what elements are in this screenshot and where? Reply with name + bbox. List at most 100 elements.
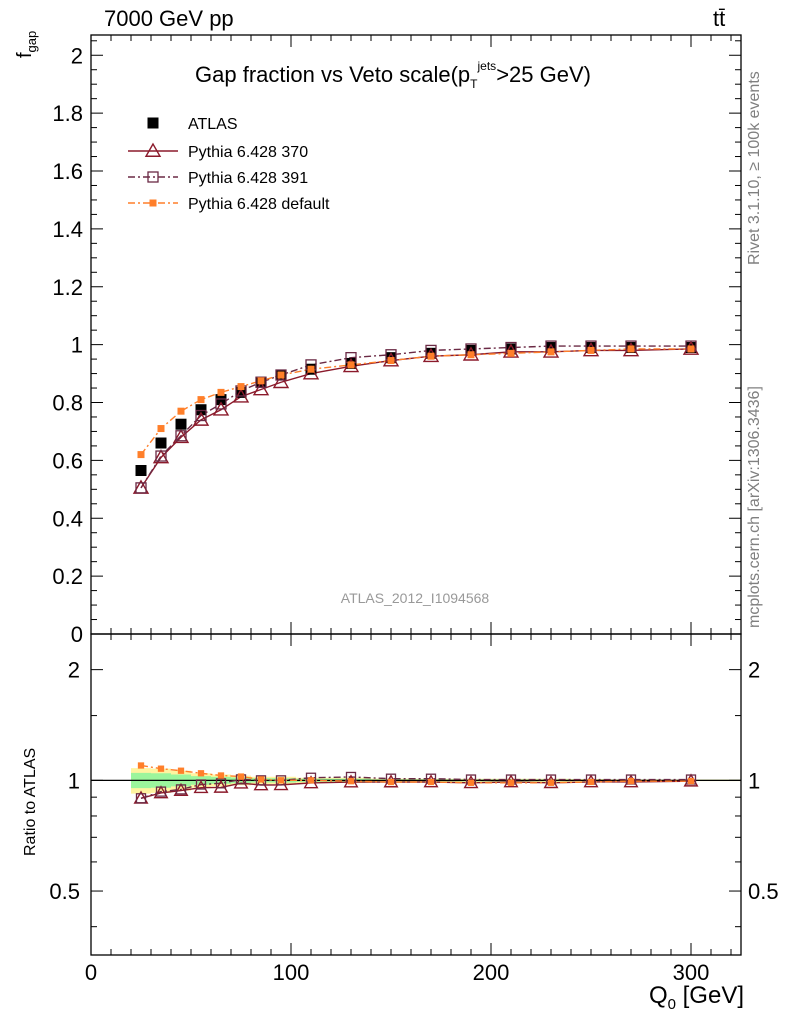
point-top-pythia-6-428-default bbox=[137, 451, 145, 459]
point-ratio-pythia-6-428-default bbox=[307, 777, 315, 784]
point-ratio-pythia-6-428-default bbox=[427, 778, 435, 786]
chart-title-superscript: jets bbox=[477, 59, 497, 73]
x-tick-label: 100 bbox=[273, 960, 310, 985]
point-ratio-pythia-6-428-370 bbox=[273, 777, 289, 791]
point-top-pythia-6-428-default bbox=[197, 396, 205, 404]
point-ratio-pythia-6-428-391 bbox=[155, 786, 167, 797]
point-ratio-pythia-6-428-391 bbox=[275, 775, 287, 786]
legend-marker-pythia-6-428-370 bbox=[144, 142, 162, 157]
point-top-pythia-6-428-default bbox=[467, 351, 475, 359]
point-ratio-pythia-6-428-default bbox=[217, 772, 225, 779]
point-top-pythia-6-428-391 bbox=[155, 450, 167, 462]
y-tick-label-bottom-right: 2 bbox=[748, 658, 760, 683]
point-top-atlas bbox=[505, 343, 517, 355]
legend: ATLAS Pythia 6.428 370 Pythia 6.428 391 Pyt… bbox=[128, 116, 330, 213]
legend-label-pythia-6-428-391: Pythia 6.428 391 bbox=[188, 170, 308, 187]
point-ratio-pythia-6-428-default bbox=[347, 778, 355, 785]
point-top-pythia-6-428-default bbox=[277, 371, 285, 379]
point-top-pythia-6-428-391 bbox=[135, 482, 147, 494]
point-top-pythia-6-428-391 bbox=[195, 409, 207, 422]
chart-title-subscript: T bbox=[470, 77, 478, 91]
y-tick-label-top: 0.4 bbox=[52, 506, 83, 531]
point-top-pythia-6-428-391 bbox=[215, 398, 227, 410]
legend-marker-atlas bbox=[147, 117, 159, 129]
point-ratio-pythia-6-428-391 bbox=[135, 793, 147, 804]
legend-label-pythia-6-428-370: Pythia 6.428 370 bbox=[188, 144, 308, 161]
point-top-pythia-6-428-default bbox=[507, 349, 515, 357]
y-tick-label-bottom: 1 bbox=[68, 768, 80, 793]
point-ratio-pythia-6-428-default bbox=[387, 778, 395, 786]
point-ratio-pythia-6-428-default bbox=[257, 776, 265, 783]
point-ratio-pythia-6-428-370 bbox=[173, 782, 189, 796]
analysis-id-label: ATLAS_2012_I1094568 bbox=[340, 590, 490, 606]
x-tick-label: 200 bbox=[473, 960, 510, 985]
chart-title-paren-open: (p bbox=[450, 62, 471, 87]
point-ratio-pythia-6-428-default bbox=[587, 778, 595, 786]
y-tick-label-top: 1.6 bbox=[52, 159, 83, 184]
point-top-pythia-6-428-default bbox=[257, 377, 265, 385]
y-tick-label-top: 0.8 bbox=[52, 391, 83, 416]
line-top-pythia-6-428-391 bbox=[140, 345, 691, 489]
point-top-pythia-6-428-391 bbox=[275, 369, 287, 381]
legend-label-atlas: ATLAS bbox=[188, 116, 238, 133]
point-top-pythia-6-428-default bbox=[687, 345, 695, 353]
x-tick-label: 300 bbox=[673, 960, 710, 985]
point-top-atlas bbox=[545, 342, 557, 354]
point-ratio-pythia-6-428-default bbox=[177, 767, 185, 774]
x-axis-label: Q0 [GeV] bbox=[648, 982, 744, 1013]
y-tick-label-top: 0.2 bbox=[52, 564, 83, 589]
point-ratio-pythia-6-428-default bbox=[547, 779, 555, 786]
y-tick-label-top: 2 bbox=[71, 43, 83, 68]
point-top-pythia-6-428-default bbox=[587, 346, 595, 354]
chart-title-paren-close: >25 GeV) bbox=[496, 62, 591, 87]
point-ratio-pythia-6-428-370 bbox=[213, 779, 229, 793]
y-tick-label-top: 0.6 bbox=[52, 448, 83, 473]
y-tick-label-bottom: 0.5 bbox=[49, 879, 80, 904]
point-top-pythia-6-428-default bbox=[427, 352, 435, 360]
point-ratio-pythia-6-428-370 bbox=[193, 780, 209, 794]
point-top-atlas bbox=[195, 404, 207, 416]
point-ratio-pythia-6-428-default bbox=[277, 777, 285, 784]
point-top-pythia-6-428-default bbox=[177, 407, 185, 415]
point-top-pythia-6-428-391 bbox=[175, 430, 187, 442]
point-top-pythia-6-428-default bbox=[347, 361, 355, 369]
point-top-pythia-6-428-370 bbox=[252, 381, 270, 396]
point-top-pythia-6-428-370 bbox=[172, 428, 190, 444]
point-ratio-pythia-6-428-391 bbox=[215, 778, 227, 789]
point-top-atlas bbox=[235, 386, 247, 398]
point-ratio-pythia-6-428-default bbox=[687, 777, 695, 785]
point-top-atlas bbox=[175, 418, 187, 430]
y-tick-label-top: 0 bbox=[71, 622, 83, 647]
y-tick-label-top: 1.2 bbox=[52, 275, 83, 300]
header-energy-label: 7000 GeV pp bbox=[104, 6, 234, 31]
point-top-pythia-6-428-default bbox=[157, 425, 165, 433]
point-top-atlas bbox=[155, 437, 167, 449]
point-ratio-pythia-6-428-391 bbox=[195, 779, 207, 790]
x-tick-label: 0 bbox=[85, 960, 97, 985]
y-tick-label-bottom: 2 bbox=[68, 658, 80, 683]
point-top-pythia-6-428-default bbox=[627, 345, 635, 353]
point-top-pythia-6-428-default bbox=[307, 365, 315, 373]
y-tick-label-bottom-right: 1 bbox=[748, 768, 760, 793]
point-top-pythia-6-428-370 bbox=[192, 411, 210, 426]
point-ratio-pythia-6-428-default bbox=[507, 779, 515, 786]
y-tick-label-bottom-right: 0.5 bbox=[748, 879, 779, 904]
point-top-pythia-6-428-391 bbox=[255, 376, 267, 388]
line-top-pythia-6-428-370 bbox=[140, 348, 692, 489]
point-top-atlas bbox=[215, 394, 227, 406]
point-ratio-pythia-6-428-370 bbox=[153, 785, 169, 799]
point-ratio-pythia-6-428-370 bbox=[233, 775, 249, 789]
point-top-pythia-6-428-default bbox=[547, 348, 555, 356]
line-ratio-pythia-6-428-default bbox=[140, 764, 691, 784]
series-markers bbox=[132, 117, 700, 804]
point-ratio-pythia-6-428-default bbox=[237, 773, 245, 780]
legend-label-pythia-6-428-default: Pythia 6.428 default bbox=[188, 196, 330, 213]
point-ratio-pythia-6-428-default bbox=[157, 765, 165, 772]
point-ratio-pythia-6-428-default bbox=[467, 779, 475, 786]
point-top-pythia-6-428-default bbox=[237, 383, 245, 391]
y-tick-label-top: 1.8 bbox=[52, 101, 83, 126]
point-top-pythia-6-428-370 bbox=[152, 449, 170, 464]
chart-title: Gap fraction vs Veto scale(pTjets>25 GeV… bbox=[0, 59, 786, 91]
y-tick-label-top: 1 bbox=[71, 333, 83, 358]
